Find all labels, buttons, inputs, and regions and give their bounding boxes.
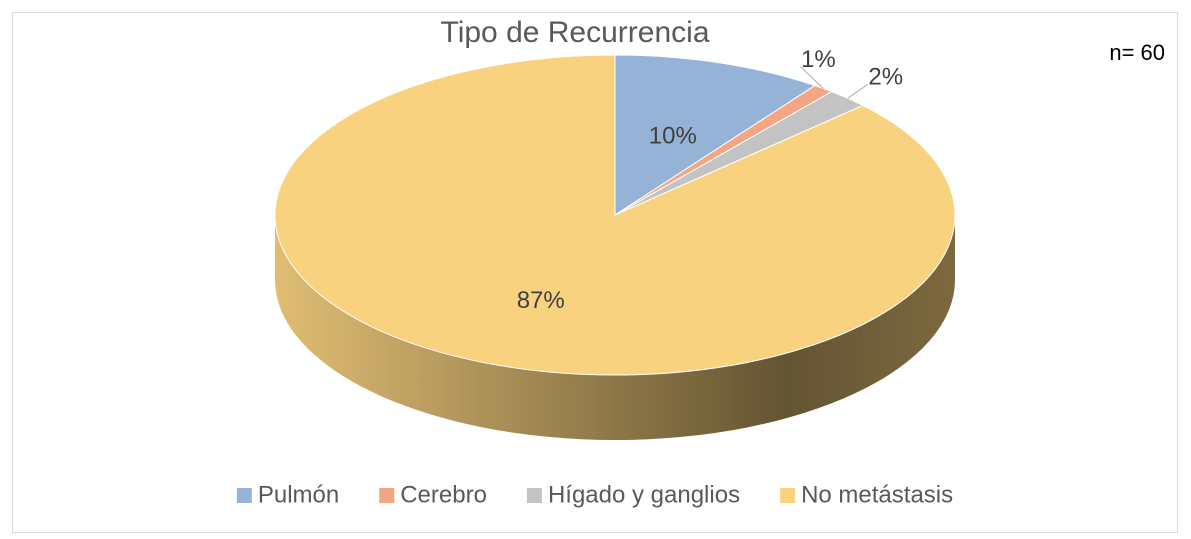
data-label: 10%	[649, 123, 697, 150]
data-label: 1%	[801, 46, 836, 73]
legend-swatch	[526, 488, 542, 503]
legend-swatch	[780, 488, 796, 503]
chart-title: Tipo de Recurrencia	[440, 16, 709, 49]
pie-slice	[614, 54, 816, 216]
legend-label: No metástasis	[801, 481, 953, 508]
legend-swatch	[236, 488, 252, 503]
leader-line	[847, 83, 869, 99]
data-label: 2%	[868, 64, 903, 91]
legend-label: Pulmón	[258, 481, 339, 508]
annotation: n= 60	[1109, 40, 1165, 65]
pie-slice	[274, 54, 956, 376]
data-label: 87%	[517, 287, 565, 314]
leader-line	[800, 66, 824, 89]
pie-side-shade	[275, 215, 955, 440]
legend-swatch	[379, 488, 395, 503]
legend-label: Cerebro	[400, 481, 487, 508]
legend-label: Hígado y ganglios	[548, 481, 740, 508]
